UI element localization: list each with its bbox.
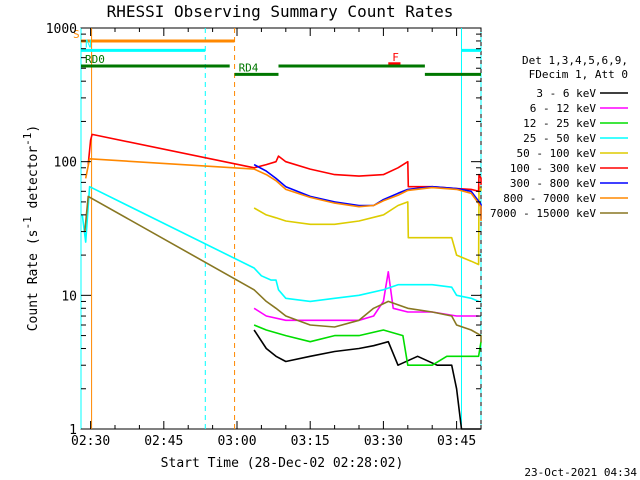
legend-label-100-300-kev: 100 - 300 keV [510, 162, 596, 175]
series-line-7000-15000-kev [84, 195, 482, 343]
series-line-50-100-kev [253, 185, 482, 266]
series-line-6-12-kev [253, 270, 479, 322]
legend-label-50-100-kev: 50 - 100 keV [517, 147, 597, 160]
series-line-300-800-kev [253, 163, 482, 220]
legend-label-25-50-kev: 25 - 50 keV [523, 132, 596, 145]
y-tick-label-1: 1 [69, 423, 77, 438]
chart-axes: 02:30 02:45 03:00 03:15 03:30 03:45 1 10 100 1000 [46, 22, 482, 449]
series-line-800-7000-kev [84, 158, 482, 221]
chart-title: RHESSI Observing Summary Count Rates [107, 2, 454, 21]
legend-label-6-12-kev: 6 - 12 keV [530, 102, 597, 115]
x-tick-label-02-30: 02:30 [71, 434, 110, 449]
y-tick-label-10: 10 [61, 289, 77, 304]
x-tick-label-03-45: 03:45 [437, 434, 476, 449]
y-label-main: Count Rate (s [26, 230, 41, 332]
segment-label-s: S [73, 28, 80, 41]
y-label-exp2: -1 [21, 133, 34, 146]
generation-timestamp: 23-Oct-2021 04:34 [524, 466, 637, 479]
legend-header-line-2: FDecim 1, Att 0 [529, 68, 628, 81]
x-tick-label-03-00: 03:00 [217, 434, 256, 449]
series-line-100-300-kev [87, 133, 482, 193]
segment-label-rd0: RD0 [85, 53, 105, 66]
legend: Det 1,3,4,5,6,9, FDecim 1, Att 0 3 - 6 k… [490, 54, 628, 220]
y-axis-label: Count Rate (s-1 detector-1) [21, 125, 41, 332]
y-label-end: ) [26, 125, 41, 133]
chart-marks: SN F RD0 RD4 [73, 28, 482, 430]
legend-label-300-800-kev: 300 - 800 keV [510, 177, 596, 190]
y-axis-label-group: Count Rate (s-1 detector-1) [21, 125, 41, 332]
y-label-exp1: -1 [21, 216, 34, 229]
series-line-3-6-kev [253, 329, 481, 430]
plot-area [80, 27, 482, 430]
segment-label-rd4: RD4 [239, 61, 259, 74]
y-tick-label-100: 100 [54, 156, 77, 171]
series-line-12-25-kev [253, 324, 482, 367]
x-tick-label-02-45: 02:45 [144, 434, 183, 449]
segment-label-f: F [392, 51, 399, 64]
legend-label-800-7000-kev: 800 - 7000 keV [503, 192, 596, 205]
x-tick-label-03-15: 03:15 [291, 434, 330, 449]
legend-label-12-25-kev: 12 - 25 keV [523, 117, 596, 130]
x-tick-label-03-30: 03:30 [364, 434, 403, 449]
y-tick-label-1000: 1000 [46, 22, 77, 37]
series-line-25-50-kev [81, 185, 479, 303]
y-label-mid: detector [26, 146, 41, 217]
legend-header-line-1: Det 1,3,4,5,6,9, [522, 54, 628, 67]
x-axis-label: Start Time (28-Dec-02 02:28:02) [161, 456, 404, 471]
segment-label-n: N [85, 37, 92, 50]
legend-label-7000-15000-kev: 7000 - 15000 keV [490, 207, 596, 220]
legend-label-3-6-kev: 3 - 6 keV [536, 87, 596, 100]
